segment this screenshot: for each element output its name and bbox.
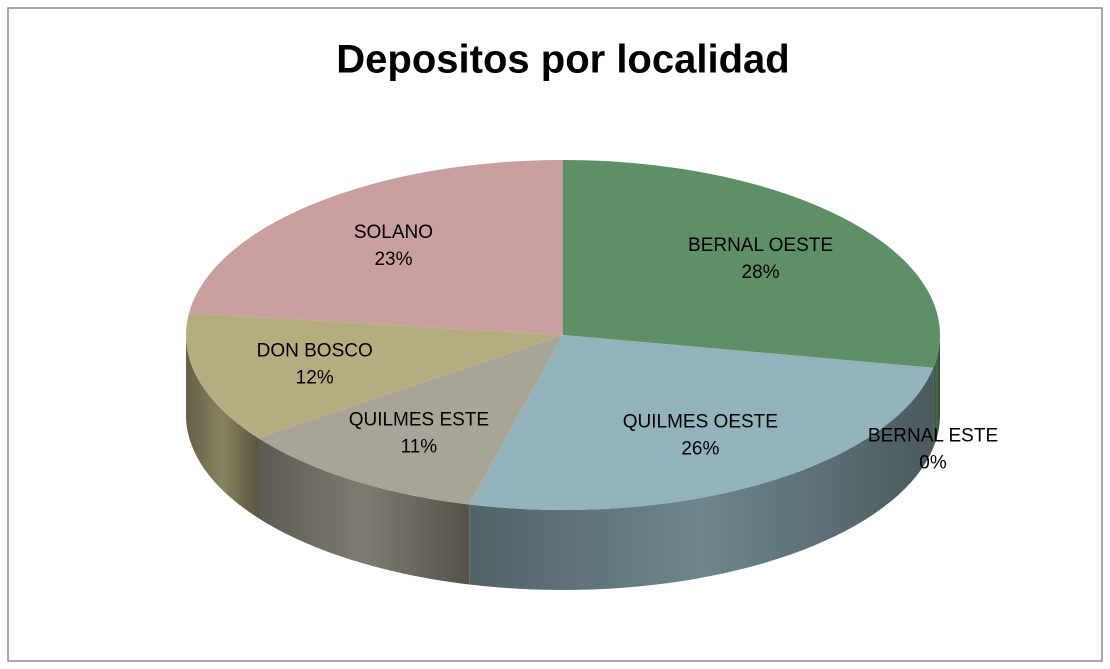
slice: [563, 160, 940, 368]
slice-side: [186, 335, 259, 518]
slice: [469, 335, 934, 510]
slice: [188, 160, 563, 335]
slice: [258, 335, 563, 505]
category-label: SOLANO: [354, 222, 433, 243]
value-label: 28%: [742, 262, 780, 283]
value-label: 11%: [401, 436, 438, 457]
slice-side: [933, 335, 940, 448]
value-label: 0%: [919, 453, 947, 474]
slice: [186, 313, 564, 438]
slice-side: [258, 437, 470, 585]
chart-title: Depositos por localidad: [336, 38, 789, 82]
category-label: BERNAL OESTE: [688, 235, 833, 256]
category-label: QUILMES ESTE: [349, 409, 489, 430]
category-label: QUILMES OESTE: [623, 411, 778, 432]
slice-side: [469, 367, 934, 590]
category-label: DON BOSCO: [257, 341, 373, 362]
value-label: 12%: [296, 368, 334, 389]
category-label: BERNAL ESTE: [868, 426, 998, 447]
value-label: 23%: [374, 249, 412, 270]
value-label: 26%: [681, 438, 719, 459]
